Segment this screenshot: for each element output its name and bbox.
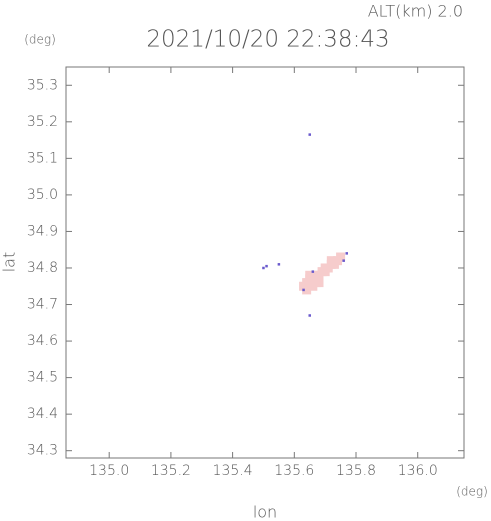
echo-cell — [326, 256, 336, 266]
y-unit: (deg) — [24, 33, 56, 47]
y-tick-label: 35.2 — [27, 114, 58, 130]
echo-cell — [305, 270, 315, 280]
echo-dot — [262, 266, 265, 270]
y-tick-label: 34.7 — [27, 297, 58, 313]
chart-title: 2021/10/20 22:38:43 — [146, 27, 389, 53]
y-tick-label: 35.1 — [27, 150, 58, 166]
x-tick-label: 136.0 — [398, 463, 438, 479]
echo-dot — [342, 259, 345, 262]
echo-dot — [308, 314, 311, 317]
y-tick-label: 34.6 — [27, 333, 58, 349]
echo-cell — [302, 285, 312, 295]
echo-cell — [311, 278, 321, 288]
x-tick-label: 135.0 — [89, 463, 129, 479]
y-tick-label: 34.5 — [27, 370, 58, 386]
y-tick-label: 34.3 — [27, 443, 58, 459]
y-tick-label: 34.8 — [27, 260, 58, 276]
x-axis-label: lon — [253, 503, 277, 521]
y-tick-label: 34.9 — [27, 223, 58, 239]
echo-cell — [336, 252, 346, 262]
y-axis-label: lat — [0, 252, 19, 273]
x-tick-label: 135.4 — [213, 463, 253, 479]
echo-dot — [308, 133, 311, 136]
x-tick-label: 135.8 — [336, 463, 376, 479]
altitude-label: ALT(km) 2.0 — [368, 2, 463, 21]
x-unit: (deg) — [456, 485, 488, 499]
y-tick-label: 34.4 — [27, 406, 58, 422]
echo-cell — [320, 267, 330, 277]
echo-dot — [302, 288, 305, 292]
y-tick-label: 35.0 — [27, 187, 58, 203]
echo-dot — [311, 270, 315, 273]
echo-dot — [345, 252, 349, 255]
echo-dot — [277, 263, 281, 266]
plot-frame — [65, 66, 465, 459]
x-tick-label: 135.6 — [274, 463, 314, 479]
echo-dot — [265, 264, 268, 268]
y-tick-label: 35.3 — [27, 77, 58, 93]
x-tick-label: 135.2 — [151, 463, 191, 479]
